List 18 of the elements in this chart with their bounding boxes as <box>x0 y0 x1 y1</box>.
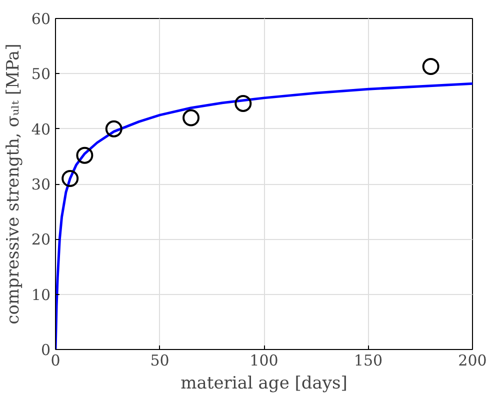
x-tick-label: 200 <box>458 352 487 370</box>
point <box>105 120 122 138</box>
point <box>76 146 94 164</box>
point <box>234 94 252 112</box>
y-tick-label: 30 <box>31 176 51 194</box>
point <box>62 170 79 187</box>
point <box>182 109 200 126</box>
y-axis-title: compressive strength, σᵤₗₜ [MPa] <box>3 44 24 324</box>
y-tick-label: 10 <box>31 286 51 304</box>
y-tick-label: 20 <box>31 230 51 249</box>
x-tick-label: 150 <box>354 352 383 370</box>
point <box>422 58 440 75</box>
x-axis-title: material age [days] <box>180 374 348 394</box>
x-tick-label: 50 <box>150 352 170 370</box>
x-tick-label: 100 <box>250 352 278 370</box>
y-tick-label: 50 <box>31 65 51 84</box>
y-tick-label: 60 <box>31 10 51 28</box>
y-tick-label: 40 <box>31 120 51 138</box>
